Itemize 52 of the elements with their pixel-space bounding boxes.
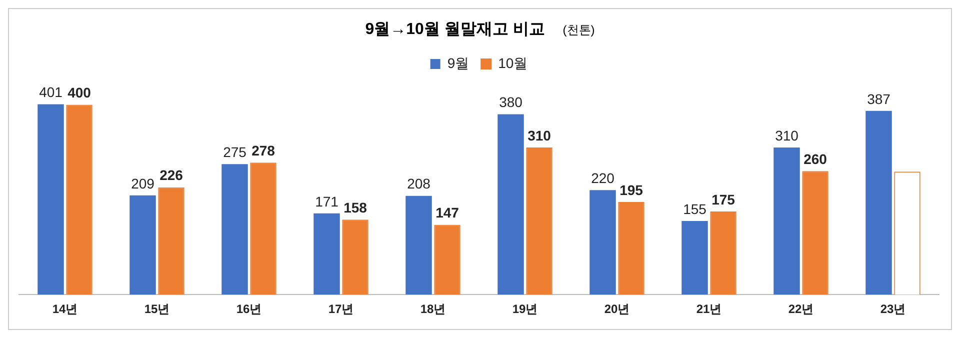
legend-label: 10월	[498, 54, 528, 71]
data-label: 226	[160, 167, 184, 184]
bar	[498, 114, 524, 295]
bar	[314, 213, 340, 295]
bar	[802, 171, 828, 295]
bar	[222, 164, 248, 295]
data-label: 209	[131, 175, 155, 192]
chart-subtitle: (천톤)	[562, 23, 595, 37]
data-label: 387	[867, 90, 891, 107]
x-tick-label: 19년	[512, 302, 538, 316]
x-tick-label: 20년	[604, 302, 630, 316]
x-tick-label: 16년	[236, 302, 262, 316]
x-tick-label: 23년	[880, 302, 906, 316]
data-label: 208	[407, 176, 431, 192]
x-tick-label: 15년	[144, 302, 170, 316]
data-label: 310	[775, 127, 799, 144]
bar	[710, 212, 736, 295]
bar	[250, 162, 276, 295]
x-tick-label: 21년	[696, 302, 722, 316]
data-label: 155	[683, 200, 707, 217]
data-label: 171	[315, 193, 339, 210]
data-label: 147	[436, 204, 460, 221]
bar	[774, 147, 800, 295]
bar	[618, 202, 644, 295]
data-label: 195	[620, 182, 644, 198]
bar	[434, 224, 460, 295]
bar	[526, 147, 552, 295]
data-label: 275	[223, 144, 247, 160]
bar	[342, 220, 368, 295]
bar	[590, 190, 616, 295]
chart-title: 9월→10월 월말재고 비교	[365, 21, 545, 38]
data-label: 260	[804, 151, 828, 168]
data-label: 220	[591, 170, 615, 186]
legend-label: 9월	[447, 54, 470, 71]
data-label: 278	[252, 142, 276, 158]
data-label: 400	[68, 84, 92, 101]
data-label: 380	[499, 94, 523, 110]
bar	[866, 110, 892, 295]
data-label: 310	[528, 127, 552, 144]
bar	[682, 221, 708, 295]
data-label: 175	[712, 191, 736, 208]
bar	[130, 195, 156, 295]
x-tick-label: 22년	[788, 302, 814, 316]
bar	[158, 187, 184, 295]
data-label: 401	[39, 84, 63, 100]
bar	[66, 104, 92, 295]
bar	[38, 104, 64, 295]
x-tick-label: 18년	[420, 302, 446, 316]
x-tick-label: 17년	[328, 302, 354, 316]
x-tick-label: 14년	[52, 302, 78, 316]
bar	[406, 196, 432, 295]
data-label: 158	[344, 199, 368, 216]
